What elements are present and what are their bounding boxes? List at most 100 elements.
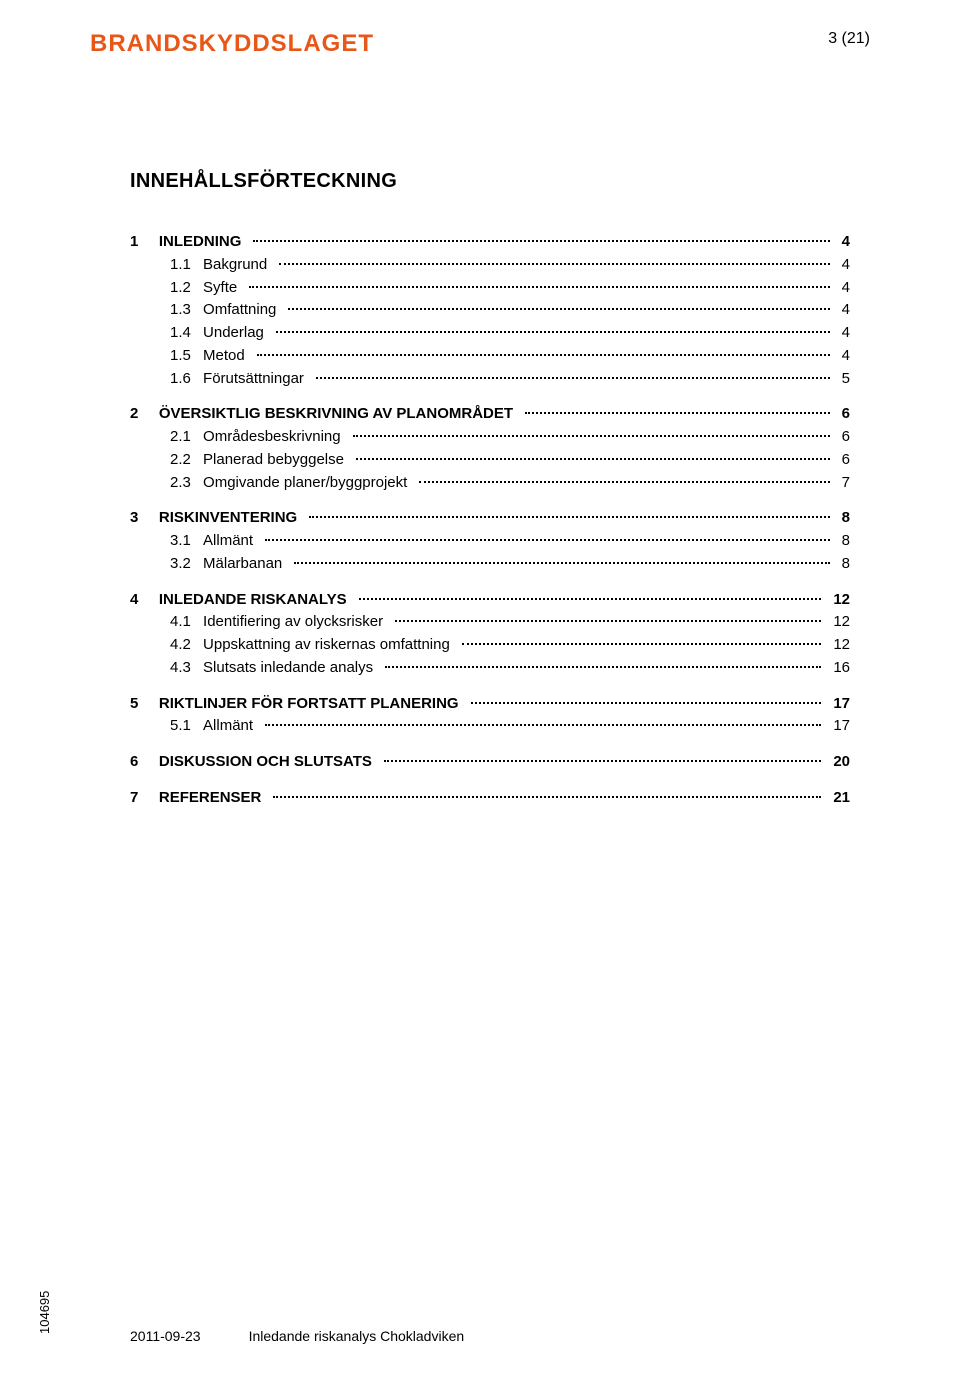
- toc-leader-dots: [525, 412, 830, 414]
- toc-entry-label: RIKTLINJER FÖR FORTSATT PLANERING: [159, 693, 459, 715]
- toc-leader-dots: [353, 435, 830, 437]
- toc-entry-number: 1.5: [170, 345, 195, 367]
- toc-leader-dots: [385, 666, 821, 668]
- toc-leader-dots: [419, 481, 829, 483]
- toc-entry-label: REFERENSER: [159, 787, 262, 809]
- toc-entry: 5.1 Allmänt17: [130, 715, 850, 737]
- toc-entry: 4 INLEDANDE RISKANALYS12: [130, 589, 850, 611]
- toc-entry-page: 4: [842, 345, 850, 367]
- toc-entry-label: Allmänt: [203, 530, 253, 552]
- toc-entry: 4.1 Identifiering av olycksrisker 12: [130, 611, 850, 633]
- toc-entry-label: Planerad bebyggelse: [203, 449, 344, 471]
- document-id-vertical: 104695: [37, 1291, 52, 1334]
- logo: BRANDSKYDDSLAGET: [90, 30, 374, 58]
- toc-entry: 1.4 Underlag4: [130, 322, 850, 344]
- toc-entry-page: 4: [842, 231, 850, 253]
- toc-leader-dots: [309, 516, 829, 518]
- toc-leader-dots: [359, 598, 822, 600]
- toc-leader-dots: [253, 240, 829, 242]
- toc-entry-number: 2.2: [170, 449, 195, 471]
- toc-entry-label: RISKINVENTERING: [159, 507, 297, 529]
- toc-entry-number: 2.1: [170, 426, 195, 448]
- toc-entry-page: 6: [842, 449, 850, 471]
- toc-leader-dots: [276, 331, 830, 333]
- toc-entry-number: 1.2: [170, 277, 195, 299]
- footer-title: Inledande riskanalys Chokladviken: [249, 1328, 465, 1344]
- toc-entry-page: 21: [833, 787, 850, 809]
- toc-entry-number: 1.1: [170, 254, 195, 276]
- toc-entry-number: 4.3: [170, 657, 195, 679]
- toc-entry: 3 RISKINVENTERING8: [130, 507, 850, 529]
- page-title: INNEHÅLLSFÖRTECKNING: [130, 170, 850, 193]
- toc-entry-label: ÖVERSIKTLIG BESKRIVNING AV PLANOMRÅDET: [159, 403, 513, 425]
- toc-entry: 1.2 Syfte4: [130, 277, 850, 299]
- toc-entry-label: Underlag: [203, 322, 264, 344]
- toc-leader-dots: [294, 562, 829, 564]
- toc-entry-page: 6: [842, 426, 850, 448]
- toc-leader-dots: [265, 539, 830, 541]
- toc-leader-dots: [316, 377, 830, 379]
- toc-leader-dots: [471, 702, 822, 704]
- toc-entry-label: INLEDANDE RISKANALYS: [159, 589, 347, 611]
- toc-entry-label: Områdesbeskrivning: [203, 426, 341, 448]
- toc-leader-dots: [288, 308, 829, 310]
- toc-entry-page: 17: [833, 715, 850, 737]
- table-of-contents: 1 INLEDNING41.1 Bakgrund41.2 Syfte41.3 O…: [130, 231, 850, 809]
- toc-entry: 7 REFERENSER 21: [130, 787, 850, 809]
- toc-leader-dots: [462, 643, 821, 645]
- toc-entry-number: 2.3: [170, 472, 195, 494]
- toc-entry-page: 7: [842, 472, 850, 494]
- toc-entry-number: 3: [130, 507, 151, 529]
- toc-entry-page: 4: [842, 277, 850, 299]
- toc-leader-dots: [257, 354, 830, 356]
- toc-entry-page: 4: [842, 299, 850, 321]
- toc-entry-label: Förutsättningar: [203, 368, 304, 390]
- toc-entry: 1.1 Bakgrund 4: [130, 254, 850, 276]
- toc-leader-dots: [279, 263, 829, 265]
- toc-entry-number: 3.2: [170, 553, 195, 575]
- toc-leader-dots: [249, 286, 829, 288]
- toc-entry: 5 RIKTLINJER FÖR FORTSATT PLANERING17: [130, 693, 850, 715]
- toc-entry: 3.1 Allmänt8: [130, 530, 850, 552]
- toc-entry-label: DISKUSSION OCH SLUTSATS: [159, 751, 372, 773]
- toc-entry: 4.3 Slutsats inledande analys16: [130, 657, 850, 679]
- toc-entry: 2 ÖVERSIKTLIG BESKRIVNING AV PLANOMRÅDET…: [130, 403, 850, 425]
- toc-entry: 6 DISKUSSION OCH SLUTSATS20: [130, 751, 850, 773]
- toc-entry-number: 2: [130, 403, 151, 425]
- toc-entry-number: 1.3: [170, 299, 195, 321]
- toc-entry-page: 20: [833, 751, 850, 773]
- toc-leader-dots: [356, 458, 830, 460]
- toc-entry-label: INLEDNING: [159, 231, 242, 253]
- toc-entry-number: 7: [130, 787, 151, 809]
- toc-entry: 2.1 Områdesbeskrivning 6: [130, 426, 850, 448]
- page-number: 3 (21): [828, 30, 870, 48]
- toc-leader-dots: [273, 796, 821, 798]
- toc-entry-label: Allmänt: [203, 715, 253, 737]
- footer-date: 2011-09-23: [130, 1328, 201, 1344]
- toc-entry: 1.3 Omfattning4: [130, 299, 850, 321]
- toc-entry: 2.3 Omgivande planer/byggprojekt7: [130, 472, 850, 494]
- toc-entry: 3.2 Mälarbanan8: [130, 553, 850, 575]
- toc-entry-number: 1.6: [170, 368, 195, 390]
- toc-entry-label: Mälarbanan: [203, 553, 282, 575]
- toc-entry-label: Bakgrund: [203, 254, 267, 276]
- toc-entry-page: 6: [842, 403, 850, 425]
- toc-entry-page: 4: [842, 254, 850, 276]
- toc-leader-dots: [265, 724, 821, 726]
- toc-entry: 1 INLEDNING 4: [130, 231, 850, 253]
- toc-entry-page: 4: [842, 322, 850, 344]
- toc-entry-number: 1: [130, 231, 151, 253]
- toc-entry: 1.5 Metod 4: [130, 345, 850, 367]
- toc-entry: 2.2 Planerad bebyggelse 6: [130, 449, 850, 471]
- toc-entry-page: 5: [842, 368, 850, 390]
- toc-entry-number: 4: [130, 589, 151, 611]
- toc-entry-label: Slutsats inledande analys: [203, 657, 373, 679]
- toc-entry-label: Metod: [203, 345, 245, 367]
- toc-entry: 1.6 Förutsättningar 5: [130, 368, 850, 390]
- toc-entry-page: 12: [833, 611, 850, 633]
- toc-entry-number: 4.1: [170, 611, 195, 633]
- toc-entry-label: Identifiering av olycksrisker: [203, 611, 383, 633]
- toc-entry-label: Uppskattning av riskernas omfattning: [203, 634, 450, 656]
- toc-leader-dots: [395, 620, 821, 622]
- toc-entry-number: 3.1: [170, 530, 195, 552]
